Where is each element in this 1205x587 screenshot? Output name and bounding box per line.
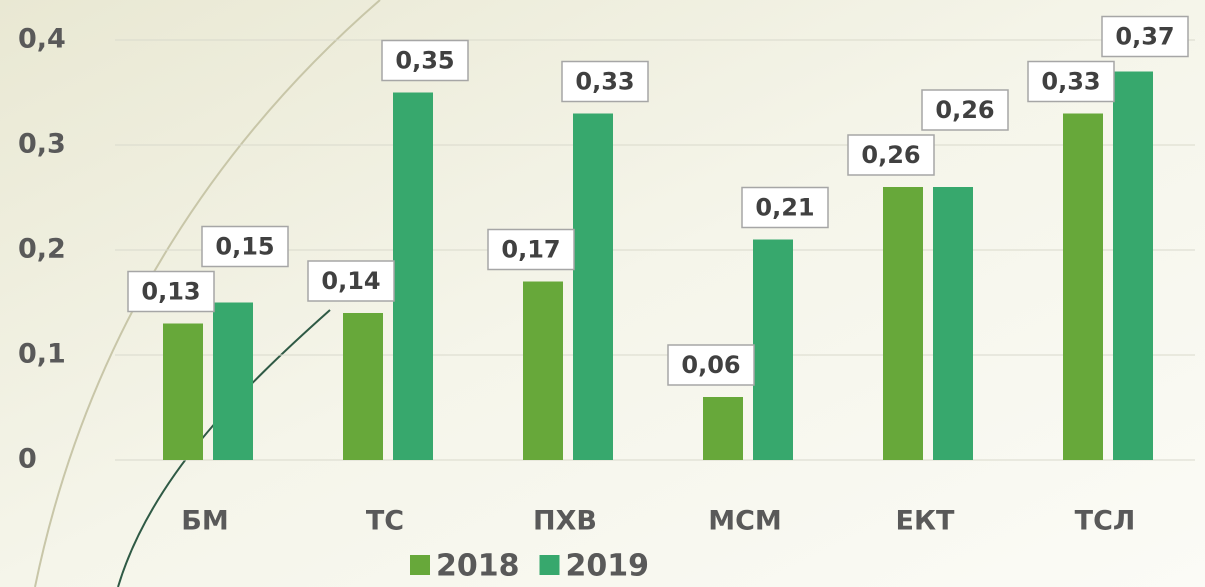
value-label-box: [741, 186, 829, 229]
value-label-box: [1101, 15, 1189, 58]
y-tick-label: 0,4: [18, 24, 66, 55]
bar: [343, 313, 383, 460]
value-label: 0,35: [395, 47, 454, 75]
x-tick-label: ЕКТ: [896, 506, 956, 537]
value-label: 0,14: [321, 267, 380, 295]
legend-swatch: [539, 555, 560, 575]
value-label-box: [847, 134, 935, 176]
x-tick-label: БМ: [181, 506, 228, 537]
value-label: 0,15: [215, 233, 274, 261]
value-label: 0,13: [141, 278, 200, 306]
x-tick-label: МСМ: [708, 506, 782, 537]
y-tick-label: 0: [18, 444, 37, 475]
value-label-box: [487, 228, 575, 271]
bar: [703, 397, 743, 460]
bar: [523, 281, 563, 460]
value-label: 0,33: [1041, 68, 1100, 96]
value-label: 0,17: [501, 236, 560, 264]
value-label: 0,06: [681, 351, 740, 379]
bar: [393, 92, 433, 460]
value-label: 0,37: [1115, 23, 1174, 51]
x-tick-label: ТСЛ: [1075, 506, 1136, 537]
bar: [163, 323, 203, 460]
value-label-box: [921, 89, 1009, 131]
bar: [213, 302, 253, 460]
x-tick-label: ПХВ: [533, 506, 597, 537]
legend-swatch: [410, 555, 430, 575]
bar: [1063, 113, 1103, 460]
decor-curve: [34, 0, 381, 587]
value-label-box: [381, 39, 469, 82]
bar: [1113, 71, 1153, 460]
value-label: 0,26: [935, 96, 994, 124]
bar: [753, 239, 793, 460]
bar: [933, 187, 973, 460]
legend-label: 2019: [566, 549, 650, 584]
legend-label: 2018: [436, 549, 520, 584]
x-tick-label: ТС: [366, 506, 404, 537]
value-label-box: [667, 344, 755, 386]
value-label-box: [201, 225, 289, 268]
bar: [573, 113, 613, 460]
y-tick-label: 0,1: [18, 339, 66, 370]
bar: [883, 187, 923, 460]
value-label: 0,21: [755, 194, 814, 222]
y-tick-label: 0,3: [18, 129, 66, 160]
value-label-box: [307, 260, 395, 302]
value-label-box: [127, 270, 215, 313]
y-tick-label: 0,2: [18, 234, 66, 265]
value-label-box: [1027, 60, 1115, 103]
plot: 0 0,1 0,2 0,3 0,4 БМ 0,13 0,15 ТС 0,14 0,35 ПХВ 0,17…: [18, 15, 1195, 584]
value-label: 0,26: [861, 141, 920, 169]
value-label-box: [561, 60, 649, 103]
value-label: 0,33: [575, 68, 634, 96]
